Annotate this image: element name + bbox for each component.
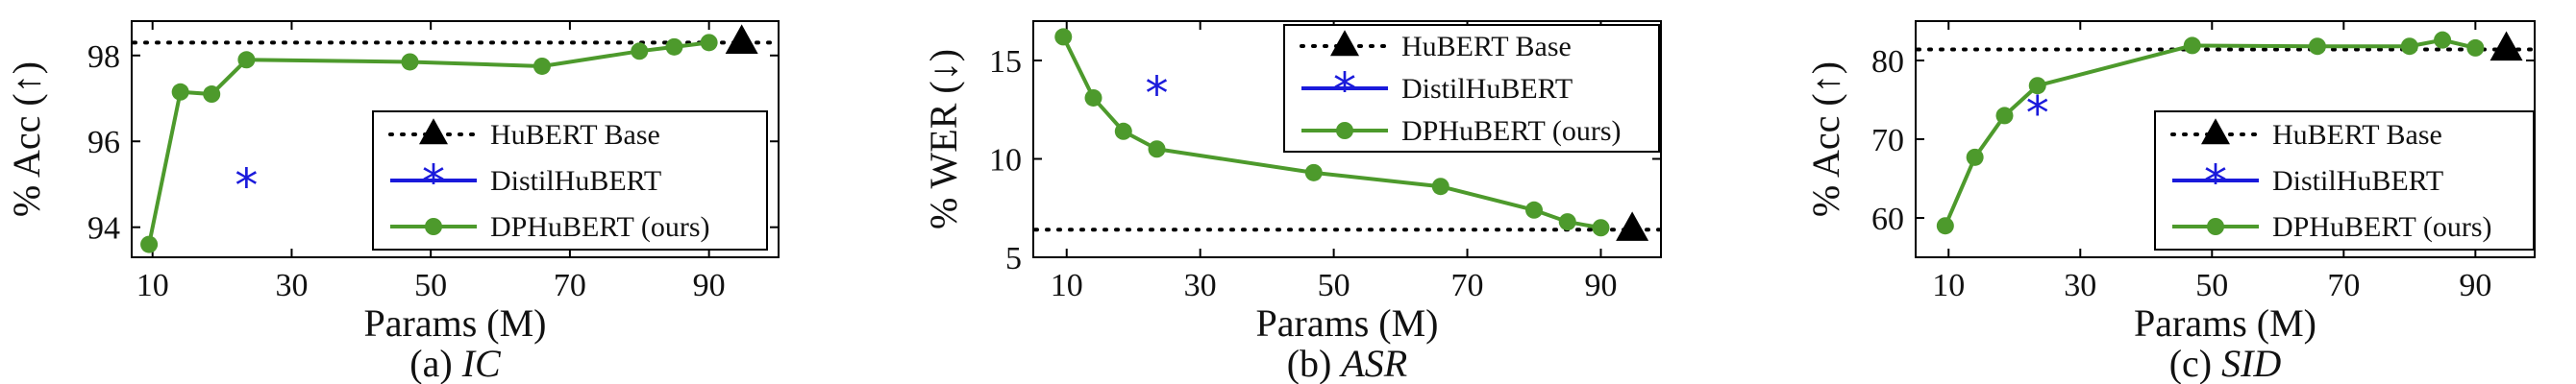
data-point-dphubert bbox=[140, 235, 159, 253]
legend-label-dphubert: DPHuBERT (ours) bbox=[1401, 115, 1622, 147]
legend-label-dphubert: DPHuBERT (ours) bbox=[2272, 211, 2492, 243]
subfigure-caption: (a) IC bbox=[409, 342, 502, 384]
data-point-hubert-base bbox=[725, 24, 758, 54]
data-point-dphubert bbox=[2308, 37, 2326, 56]
data-point-dphubert bbox=[631, 42, 649, 60]
subfigure-caption: (c) SID bbox=[2169, 342, 2282, 384]
caption-prefix: (b) bbox=[1287, 342, 1342, 384]
data-point-dphubert bbox=[1966, 148, 1984, 166]
data-point-hubert-base bbox=[1616, 211, 1649, 241]
data-point-dphubert bbox=[1148, 140, 1166, 158]
legend: HuBERT Base * DistilHuBERT DPHuBERT (ours) bbox=[2154, 110, 2535, 251]
legend-label-dphubert: DPHuBERT (ours) bbox=[490, 211, 710, 243]
data-point-distilhubert: * bbox=[1146, 67, 1169, 121]
data-point-dphubert bbox=[1558, 213, 1576, 231]
legend-label-hubert-base: HuBERT Base bbox=[1401, 31, 1572, 62]
x-tick-label: 90 bbox=[2459, 268, 2491, 303]
legend-marker-star-icon: * bbox=[422, 156, 445, 209]
data-point-dphubert bbox=[2400, 37, 2418, 56]
data-point-dphubert bbox=[533, 57, 551, 75]
caption-task: ASR bbox=[1338, 342, 1407, 384]
y-axis-label: % Acc (↑) bbox=[1804, 61, 1847, 217]
data-point-dphubert bbox=[1114, 122, 1132, 140]
y-tick-label: 5 bbox=[1005, 241, 1022, 276]
data-point-dphubert bbox=[171, 83, 189, 101]
plot-frame bbox=[131, 20, 780, 258]
data-point-dphubert bbox=[1304, 163, 1323, 181]
x-tick-label: 70 bbox=[1451, 268, 1484, 303]
data-point-dphubert bbox=[1995, 107, 2014, 125]
caption-prefix: (a) bbox=[409, 342, 461, 384]
legend-label-distilhubert: DistilHuBERT bbox=[2272, 165, 2443, 197]
y-tick-label: 80 bbox=[1871, 44, 1904, 80]
caption-prefix: (c) bbox=[2169, 342, 2221, 384]
x-tick-label: 10 bbox=[1932, 268, 1965, 303]
x-tick-label: 10 bbox=[1051, 268, 1083, 303]
x-tick-label: 50 bbox=[414, 268, 447, 303]
data-point-dphubert bbox=[401, 53, 419, 71]
x-axis-label: Params (M) bbox=[364, 301, 547, 345]
y-tick-label: 15 bbox=[989, 44, 1022, 80]
legend-label-distilhubert: DistilHuBERT bbox=[1401, 73, 1573, 105]
data-point-dphubert bbox=[2466, 38, 2485, 57]
legend-marker-triangle-icon bbox=[419, 118, 448, 145]
data-point-dphubert bbox=[2028, 77, 2046, 95]
legend-marker-star-icon: * bbox=[1333, 63, 1356, 117]
data-point-dphubert bbox=[1936, 217, 1954, 235]
caption-task: IC bbox=[461, 342, 502, 384]
chart-panel-sid: 10 30 50 70 90 60 70 80 Params (M) % Acc (↑) (c) S… bbox=[1804, 20, 2536, 384]
y-tick-label: 60 bbox=[1871, 202, 1904, 237]
y-tick-label: 70 bbox=[1871, 123, 1904, 158]
legend-marker-circle-icon bbox=[2207, 218, 2224, 235]
legend: HuBERT Base * DistilHuBERT DPHuBERT (ours) bbox=[1283, 24, 1660, 153]
y-tick-label: 10 bbox=[989, 143, 1022, 179]
x-tick-label: 50 bbox=[2195, 268, 2228, 303]
data-point-dphubert bbox=[700, 34, 718, 52]
x-axis-label: Params (M) bbox=[1256, 301, 1439, 345]
legend-marker-circle-icon bbox=[1336, 122, 1353, 139]
subfigure-caption: (b) ASR bbox=[1287, 342, 1408, 384]
legend-marker-triangle-icon bbox=[1330, 30, 1359, 57]
y-tick-label: 94 bbox=[87, 211, 120, 247]
data-point-distilhubert: * bbox=[2026, 86, 2049, 140]
x-tick-label: 70 bbox=[554, 268, 586, 303]
x-tick-label: 90 bbox=[1584, 268, 1617, 303]
y-axis-label: % WER (↓) bbox=[922, 49, 965, 229]
x-tick-label: 30 bbox=[2064, 268, 2096, 303]
data-point-dphubert bbox=[2434, 31, 2452, 49]
x-axis-label: Params (M) bbox=[2134, 301, 2316, 345]
data-point-dphubert bbox=[1592, 219, 1610, 237]
caption-task: SID bbox=[2221, 342, 2281, 384]
data-point-dphubert bbox=[1084, 88, 1102, 107]
x-tick-label: 10 bbox=[136, 268, 169, 303]
legend: HuBERT Base * DistilHuBERT DPHuBERT (ours) bbox=[372, 110, 768, 251]
x-tick-label: 70 bbox=[2327, 268, 2360, 303]
x-tick-label: 30 bbox=[275, 268, 308, 303]
data-point-dphubert bbox=[665, 37, 683, 56]
data-point-dphubert bbox=[203, 85, 221, 104]
legend-label-hubert-base: HuBERT Base bbox=[490, 119, 660, 151]
data-point-hubert-base bbox=[2489, 31, 2523, 61]
legend-label-distilhubert: DistilHuBERT bbox=[490, 165, 661, 197]
data-point-dphubert bbox=[237, 51, 256, 69]
data-point-dphubert bbox=[1525, 201, 1544, 219]
data-point-distilhubert: * bbox=[235, 159, 258, 213]
plot-frame bbox=[1032, 20, 1662, 258]
legend-marker-star-icon: * bbox=[2204, 156, 2227, 209]
data-point-dphubert bbox=[1054, 28, 1073, 46]
y-tick-label: 98 bbox=[87, 39, 120, 75]
x-tick-label: 30 bbox=[1184, 268, 1217, 303]
chart-panel-ic: 10 30 50 70 90 94 96 98 Params (M) % Acc (↑) (a) I… bbox=[5, 20, 780, 384]
chart-panel-asr: 10 30 50 70 90 5 10 15 Params (M) % WER (↓) (b) AS… bbox=[922, 20, 1662, 384]
x-tick-label: 90 bbox=[693, 268, 726, 303]
y-tick-label: 96 bbox=[87, 125, 120, 160]
data-point-dphubert bbox=[2183, 36, 2201, 55]
y-axis-label: % Acc (↑) bbox=[5, 61, 48, 217]
x-tick-label: 50 bbox=[1318, 268, 1350, 303]
legend-marker-triangle-icon bbox=[2201, 118, 2230, 145]
data-point-dphubert bbox=[1431, 178, 1449, 196]
legend-label-hubert-base: HuBERT Base bbox=[2272, 119, 2442, 151]
legend-marker-circle-icon bbox=[425, 218, 442, 235]
